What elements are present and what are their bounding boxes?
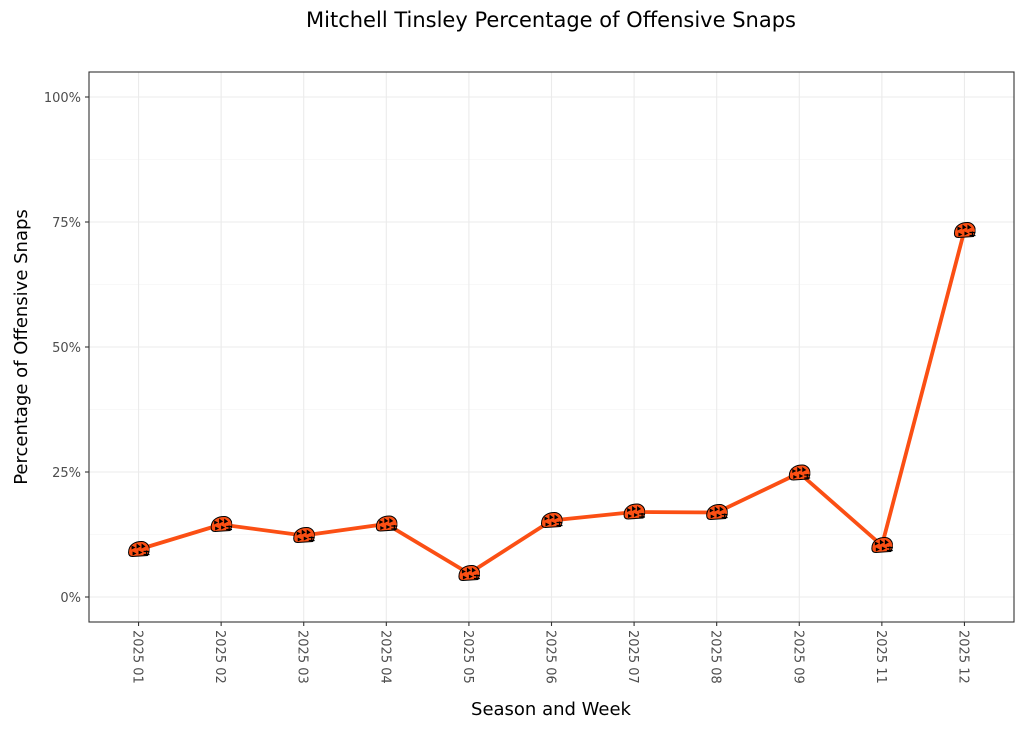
x-tick-label: 2025 03 [295, 630, 310, 684]
y-axis-title: Percentage of Offensive Snaps [11, 209, 32, 485]
y-tick-label: 0% [60, 591, 81, 606]
data-point-helmet-icon [375, 515, 398, 532]
x-tick-label: 2025 04 [377, 630, 392, 684]
y-axis: 0% 25% 50% 75% 100% [44, 91, 89, 606]
data-point-helmet-icon [953, 221, 976, 239]
x-tick-label: 2025 12 [955, 630, 970, 684]
x-tick-label: 2025 05 [460, 630, 475, 684]
y-tick-label: 100% [44, 91, 81, 106]
y-tick-label: 25% [52, 466, 81, 481]
data-point-helmet-icon [788, 464, 811, 481]
x-tick-label: 2025 08 [708, 630, 723, 684]
x-tick-label: 2025 07 [625, 630, 640, 684]
x-tick-label: 2025 09 [790, 630, 805, 684]
x-axis-title: Season and Week [471, 699, 632, 720]
data-point-helmet-icon [293, 526, 315, 544]
chart-title: Mitchell Tinsley Percentage of Offensive… [306, 8, 796, 32]
data-point-helmet-icon [210, 515, 233, 533]
data-point-helmet-icon [623, 503, 646, 520]
data-point-helmet-icon [127, 540, 150, 558]
data-point-helmet-icon [706, 503, 728, 521]
x-tick-label: 2025 01 [130, 630, 145, 684]
data-point-helmet-icon [540, 511, 563, 529]
x-tick-label: 2025 06 [543, 630, 558, 684]
x-tick-label: 2025 02 [212, 630, 227, 684]
x-tick-label: 2025 11 [873, 630, 888, 684]
grid [89, 72, 1014, 622]
x-axis: 2025 01 2025 02 2025 03 2025 04 2025 05 2025 … [130, 622, 970, 684]
y-tick-label: 50% [52, 341, 81, 356]
y-tick-label: 75% [52, 216, 81, 231]
